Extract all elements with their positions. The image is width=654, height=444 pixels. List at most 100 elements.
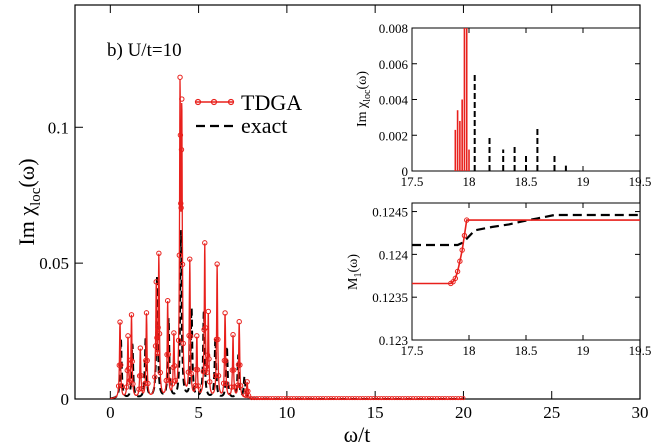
tdga-marker <box>118 382 125 389</box>
tdga-marker <box>164 297 171 304</box>
tdga-marker <box>222 310 228 316</box>
tdga-marker <box>200 368 207 375</box>
legend-tdga-marker <box>194 98 202 106</box>
tdga-marker <box>156 331 163 337</box>
tdga-marker <box>179 96 185 102</box>
main-y-axis-label: Im χloc(ω) <box>14 158 44 245</box>
tdga-marker <box>128 312 135 318</box>
tdga-marker <box>136 386 142 392</box>
tdga-marker <box>130 381 136 387</box>
tdga-marker <box>215 336 221 343</box>
tdga-marker <box>207 379 213 385</box>
tdga-marker <box>344 396 349 401</box>
tdga-marker <box>237 383 244 389</box>
tdga-marker <box>165 351 172 358</box>
inset-top-axis-ticks: 17.5 18 18.5 19 19.5 0 0.002 0.004 0.006 0.008 <box>379 21 652 189</box>
tdga-marker <box>195 383 201 389</box>
tdga-marker <box>458 396 463 401</box>
legend-tdga-marker <box>227 98 235 106</box>
tdga-marker <box>442 396 447 401</box>
tdga-marker <box>177 132 184 138</box>
tdga-marker <box>249 396 254 401</box>
main-x-tick-label: 30 <box>632 403 649 422</box>
inset-bottom-x-tick-label: 18.5 <box>515 343 538 358</box>
tdga-marker <box>405 396 410 401</box>
tdga-marker <box>381 396 386 401</box>
tdga-marker <box>185 369 192 375</box>
tdga-marker <box>432 396 437 401</box>
tdga-marker <box>289 396 294 401</box>
tdga-marker <box>194 366 201 373</box>
tdga-marker <box>360 396 365 401</box>
tdga-marker <box>461 396 466 401</box>
tdga-marker <box>326 396 331 401</box>
tdga-marker <box>220 380 227 387</box>
legend-tdga-label: TDGA <box>241 90 302 115</box>
inset-bottom-y-tick-label: 0.1245 <box>372 205 408 220</box>
tdga-marker <box>180 340 186 347</box>
tdga-marker <box>228 384 235 390</box>
tdga-marker <box>400 396 405 401</box>
tdga-marker <box>237 362 243 368</box>
tdga-marker <box>176 252 183 258</box>
tdga-marker <box>178 146 185 153</box>
inset-top-x-tick-label: 19 <box>577 174 590 189</box>
inset-top-y-tick-label: 0 <box>402 164 409 179</box>
tdga-marker <box>152 343 159 349</box>
tdga-marker <box>127 377 133 384</box>
tdga-marker <box>118 362 124 368</box>
tdga-marker <box>307 396 312 401</box>
inset-bottom-background <box>412 203 640 340</box>
tdga-marker <box>305 396 310 401</box>
tdga-marker <box>123 384 130 390</box>
series-exact-line <box>110 230 464 400</box>
inset-bottom-tdga-marker <box>461 232 468 239</box>
tdga-marker <box>339 396 344 401</box>
main-axis-ticks: 0 5 10 15 20 25 30 0 0.05 0.1 <box>39 5 649 422</box>
tdga-marker <box>427 396 432 401</box>
tdga-marker <box>169 381 176 387</box>
tdga-marker <box>310 396 315 401</box>
tdga-marker <box>223 358 229 364</box>
inset-top-x-tick-label: 18 <box>463 174 476 189</box>
main-y-label-main: Im χ <box>14 206 39 246</box>
tdga-marker <box>139 385 145 392</box>
inset-top-background <box>412 28 640 171</box>
tdga-marker <box>376 396 381 401</box>
tdga-marker <box>302 396 307 401</box>
inset-bottom-exact-line <box>412 213 640 247</box>
main-y-label-tail: (ω) <box>14 158 39 187</box>
inset-bottom-tdga-marker <box>454 268 461 275</box>
tdga-marker <box>416 396 421 401</box>
inset-top-y-tick-label: 0.006 <box>379 57 409 72</box>
tdga-marker <box>379 396 384 401</box>
tdga-marker <box>260 396 265 401</box>
inset-bottom-x-tick-label: 19.5 <box>629 343 652 358</box>
tdga-marker <box>294 396 299 401</box>
tdga-marker <box>137 345 144 351</box>
tdga-marker <box>153 279 159 285</box>
tdga-marker <box>115 383 122 389</box>
inset-bottom-tdga-marker <box>457 258 463 264</box>
tdga-marker <box>403 396 408 401</box>
tdga-marker <box>413 396 418 401</box>
inset-bottom-x-tick-label: 18 <box>463 343 476 358</box>
tdga-marker <box>445 396 450 401</box>
tdga-marker <box>286 396 291 401</box>
tdga-marker <box>421 396 426 401</box>
tdga-marker <box>315 396 320 401</box>
tdga-marker <box>411 396 416 401</box>
tdga-marker <box>213 372 219 379</box>
tdga-marker <box>387 396 392 401</box>
main-x-tick-label: 5 <box>194 403 203 422</box>
tdga-marker <box>334 396 339 401</box>
tdga-marker <box>265 396 270 401</box>
inset-bottom-tdga-line <box>412 219 640 285</box>
tdga-marker <box>278 396 283 401</box>
tdga-marker <box>203 363 209 370</box>
tdga-marker <box>235 382 241 388</box>
main-x-tick-label: 10 <box>278 403 295 422</box>
tdga-marker <box>318 396 323 401</box>
tdga-marker <box>408 396 413 401</box>
tdga-marker <box>154 335 160 341</box>
